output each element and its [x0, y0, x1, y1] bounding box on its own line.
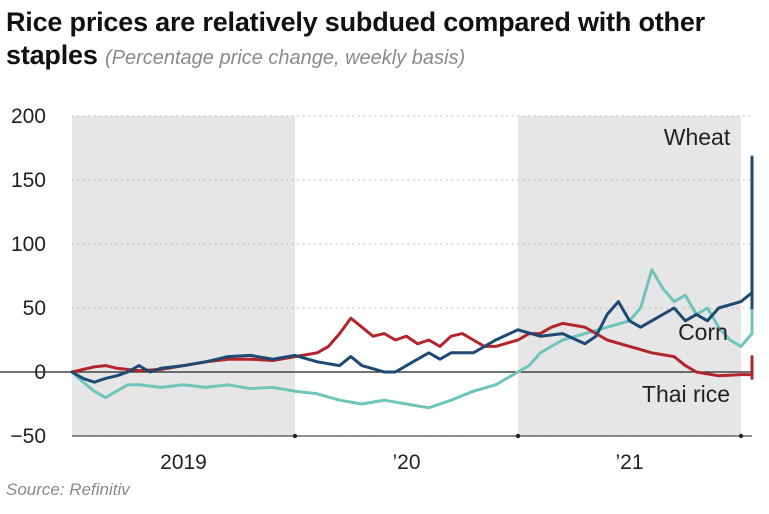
- x-tick-label: 2019: [160, 451, 207, 474]
- chart-subtitle: (Percentage price change, weekly basis): [104, 47, 466, 69]
- series-line-wheat: [70, 155, 754, 384]
- x-axis-year-divider: [292, 433, 298, 439]
- y-tick-label: 200: [11, 105, 46, 128]
- shaded-band-1: [72, 116, 295, 436]
- series-labels: Wheat Corn Thai rice: [642, 124, 731, 407]
- series-label-thai-rice: Thai rice: [642, 381, 730, 407]
- chart-title-main: Rice prices are relatively subdued compa…: [6, 7, 705, 70]
- x-tick-label: ’20: [392, 451, 420, 474]
- x-axis: 2019’20’21’22: [72, 433, 752, 474]
- x-tick-label: ’21: [615, 451, 643, 474]
- chart-title: Rice prices are relatively subdued compa…: [6, 6, 766, 75]
- source-note: Source: Refinitiv: [6, 480, 130, 499]
- series-label-corn: Corn: [678, 319, 728, 345]
- y-tick-label: −50: [10, 425, 46, 448]
- shaded-band-2: [518, 116, 741, 436]
- series-line-thai-rice: [70, 316, 754, 380]
- series-lines: [70, 155, 754, 410]
- y-tick-label: 50: [23, 297, 46, 320]
- series-label-wheat: Wheat: [664, 124, 731, 150]
- y-tick-label: 150: [11, 169, 46, 192]
- year-shading: [72, 116, 741, 436]
- x-axis-year-divider: [738, 433, 744, 439]
- y-tick-label: 100: [11, 233, 46, 256]
- x-axis-year-divider: [515, 433, 521, 439]
